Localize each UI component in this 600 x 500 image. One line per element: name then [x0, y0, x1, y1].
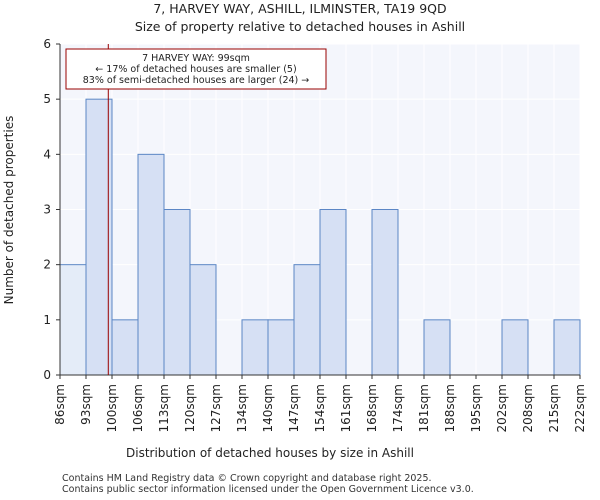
x-tick-label: 140sqm	[261, 384, 275, 432]
x-tick-label: 93sqm	[79, 384, 93, 425]
x-tick-label: 181sqm	[417, 384, 431, 432]
x-tick-label: 100sqm	[105, 384, 119, 432]
bars	[59, 98, 581, 376]
x-tick-label: 174sqm	[391, 384, 405, 432]
bar	[423, 319, 451, 376]
x-tick-label: 127sqm	[209, 384, 223, 432]
x-tick-label: 202sqm	[495, 384, 509, 432]
x-tick-label: 154sqm	[313, 384, 327, 432]
annotation-box	[65, 48, 327, 90]
y-tick-label: 4	[43, 147, 51, 161]
x-tick-label: 215sqm	[547, 384, 561, 432]
x-tick-label: 208sqm	[521, 384, 535, 432]
chart-subtitle: Size of property relative to detached ho…	[135, 19, 465, 34]
bar	[85, 98, 113, 376]
annotation-text: 7 HARVEY WAY: 99sqm	[142, 53, 250, 64]
bar	[319, 209, 347, 376]
bar	[59, 264, 87, 376]
x-tick-label: 168sqm	[365, 384, 379, 432]
bar	[553, 319, 581, 376]
x-tick-label: 120sqm	[183, 384, 197, 432]
y-tick-label: 5	[43, 92, 51, 106]
y-tick-label: 3	[43, 203, 51, 217]
y-tick-label: 2	[43, 258, 51, 272]
annotation-text: ← 17% of detached houses are smaller (5)	[95, 64, 296, 75]
x-axis-label: Distribution of detached houses by size …	[126, 446, 414, 460]
x-tick-label: 147sqm	[287, 384, 301, 432]
x-tick-label: 195sqm	[469, 384, 483, 432]
x-tick-label: 86sqm	[53, 384, 67, 425]
y-tick-label: 6	[43, 37, 51, 51]
x-tick-label: 106sqm	[131, 384, 145, 432]
bar	[111, 319, 139, 376]
marker: 7 HARVEY WAY: 99sqm← 17% of detached hou…	[65, 44, 327, 375]
footer-line-1: Contains HM Land Registry data © Crown c…	[62, 473, 432, 484]
footer-line-2: Contains public sector information licen…	[62, 484, 474, 495]
x-ticks: 86sqm 93sqm 100sqm 106sqm 113sqm 120sqm 127sqm…	[53, 375, 587, 432]
bar	[163, 209, 191, 376]
y-ticks: 0 1 2 3 4 5 6	[43, 37, 60, 382]
bar	[501, 319, 529, 376]
x-tick-label: 113sqm	[157, 384, 171, 432]
bar	[267, 319, 295, 376]
bar	[241, 319, 269, 376]
chart-title: 7, HARVEY WAY, ASHILL, ILMINSTER, TA19 9…	[153, 1, 446, 16]
bar	[293, 264, 321, 376]
x-tick-label: 134sqm	[235, 384, 249, 432]
x-tick-label: 161sqm	[339, 384, 353, 432]
x-tick-label: 188sqm	[443, 384, 457, 432]
x-tick-label: 222sqm	[573, 384, 587, 432]
y-tick-label: 1	[43, 313, 51, 327]
bar	[137, 153, 165, 376]
y-axis-label: Number of detached properties	[2, 116, 16, 305]
annotation-text: 83% of semi-detached houses are larger (…	[83, 75, 310, 86]
bar	[189, 264, 217, 376]
y-tick-label: 0	[43, 368, 51, 382]
bar	[371, 209, 399, 376]
